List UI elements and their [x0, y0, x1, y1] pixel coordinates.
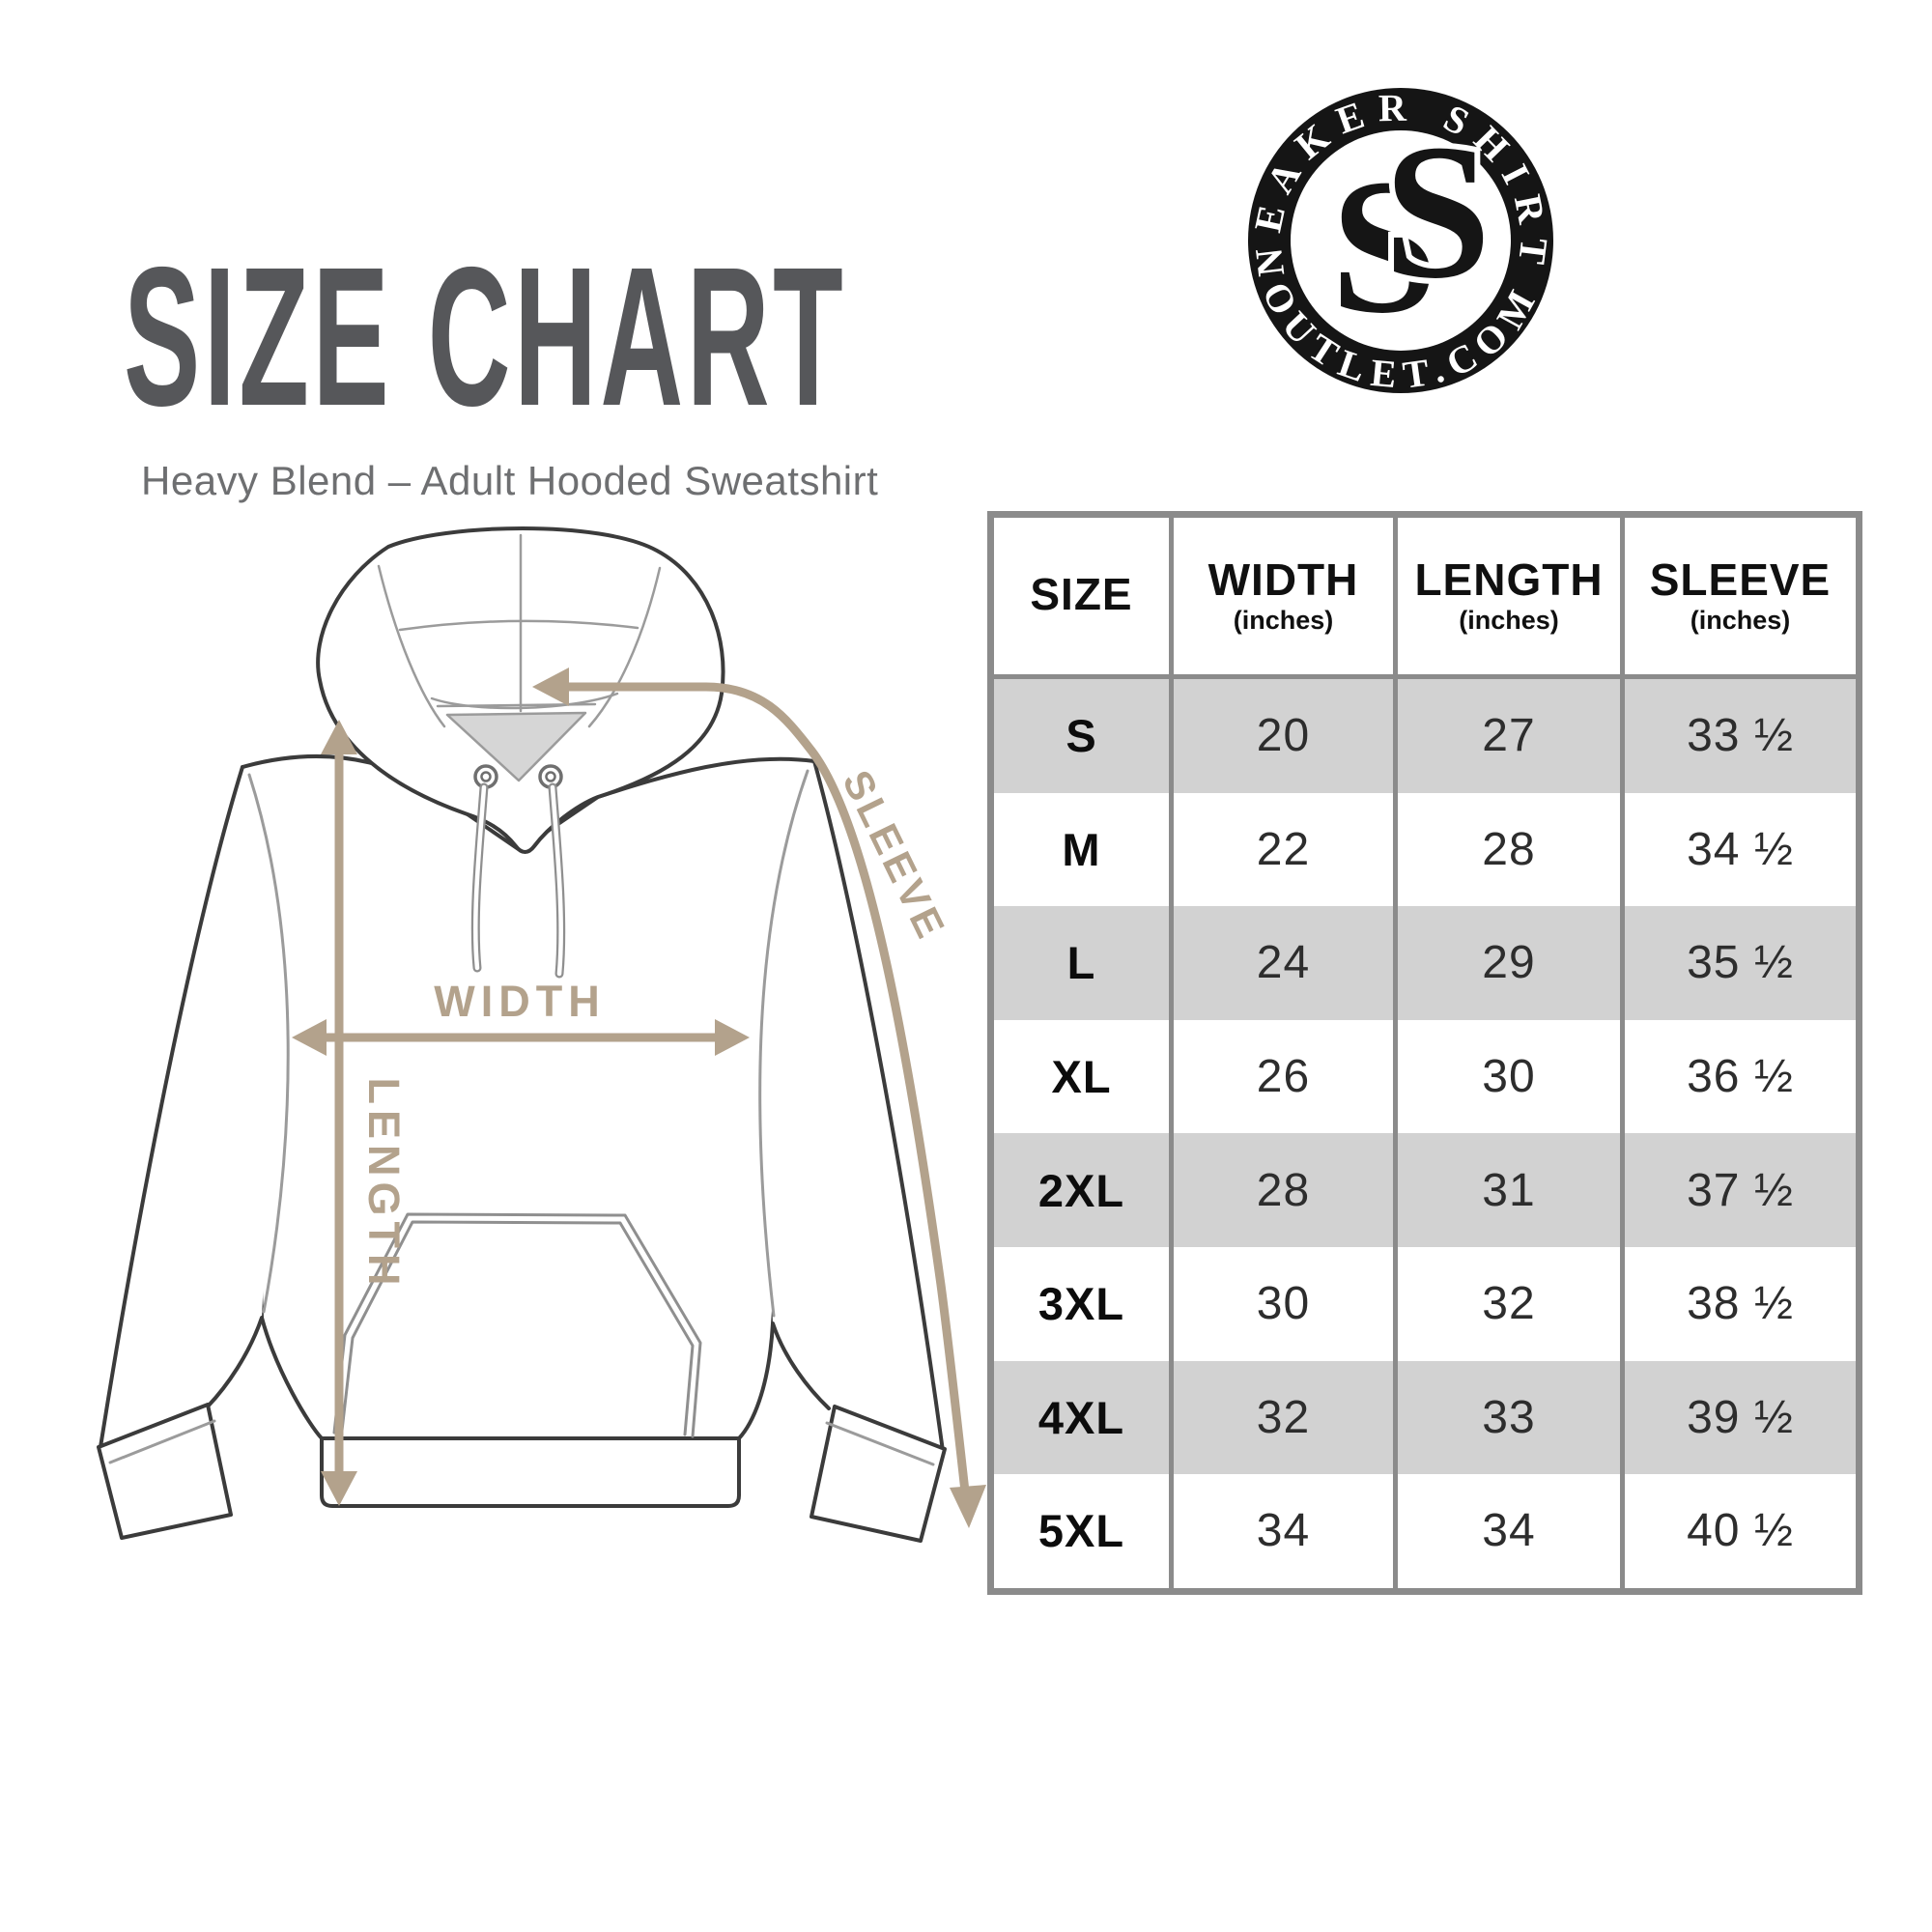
cell-size: S	[994, 679, 1174, 793]
cell-width: 22	[1174, 792, 1398, 907]
cell-sleeve: 40 ½	[1625, 1474, 1856, 1588]
cell-length: 28	[1398, 792, 1625, 907]
brand-logo: SNEAKER SHIRTS OUTLET.COM S S	[1245, 86, 1553, 397]
cell-size: 4XL	[994, 1360, 1174, 1475]
cell-size: L	[994, 906, 1174, 1020]
hem-band	[320, 1436, 741, 1508]
svg-text:S: S	[1330, 140, 1437, 354]
left-armhole-seam	[247, 773, 290, 1314]
hoodie-measurement-diagram: WIDTH LENGTH SLEEVE	[97, 526, 986, 1543]
cell-width: 28	[1174, 1133, 1398, 1247]
right-cuff-seam	[825, 1421, 935, 1466]
cell-sleeve: 36 ½	[1625, 1019, 1856, 1134]
cell-length: 34	[1398, 1474, 1625, 1588]
right-sleeve-inner-edge	[771, 1321, 831, 1410]
cell-length: 33	[1398, 1360, 1625, 1475]
cell-width: 34	[1174, 1474, 1398, 1588]
cell-sleeve: 34 ½	[1625, 792, 1856, 907]
header-size: SIZE	[994, 518, 1174, 679]
cell-width: 32	[1174, 1360, 1398, 1475]
cell-sleeve: 33 ½	[1625, 679, 1856, 793]
cell-length: 29	[1398, 906, 1625, 1020]
drawstrings	[470, 782, 566, 979]
cell-width: 26	[1174, 1019, 1398, 1134]
cell-sleeve: 35 ½	[1625, 906, 1856, 1020]
logo-inner-circle	[1291, 130, 1511, 351]
hoodie-body-outline	[241, 754, 816, 1440]
left-cuff-seam	[108, 1419, 216, 1464]
size-table: SIZE WIDTH (inches) LENGTH (inches) SLEE…	[987, 511, 1862, 1595]
product-subtitle: Heavy Blend – Adult Hooded Sweatshirt	[141, 458, 879, 503]
header-sleeve: SLEEVE (inches)	[1625, 518, 1856, 679]
cell-length: 31	[1398, 1133, 1625, 1247]
right-sleeve-outer-edge	[812, 759, 945, 1453]
width-arrow	[292, 1019, 750, 1056]
cell-size: 3XL	[994, 1246, 1174, 1361]
drawstring-eyelets	[473, 764, 563, 789]
svg-text:S: S	[1383, 105, 1491, 319]
cell-width: 24	[1174, 906, 1398, 1020]
pocket-inner-line	[340, 1220, 695, 1436]
cell-size: XL	[994, 1019, 1174, 1134]
width-label: WIDTH	[434, 977, 605, 1026]
left-cuff	[97, 1403, 233, 1540]
left-sleeve	[100, 767, 269, 1447]
cell-size: 5XL	[994, 1474, 1174, 1588]
cell-length: 32	[1398, 1246, 1625, 1361]
cell-sleeve: 37 ½	[1625, 1133, 1856, 1247]
cell-length: 30	[1398, 1019, 1625, 1134]
ss-monogram-icon: S S	[1330, 99, 1496, 354]
length-arrow	[321, 720, 357, 1506]
right-cuff	[810, 1405, 947, 1543]
cell-size: 2XL	[994, 1133, 1174, 1247]
cell-size: M	[994, 792, 1174, 907]
left-sleeve-outer-edge	[99, 765, 244, 1449]
cell-length: 27	[1398, 679, 1625, 793]
right-sleeve	[768, 761, 943, 1451]
header-length: LENGTH (inches)	[1398, 518, 1625, 679]
page-title: SIZE CHART	[124, 226, 847, 447]
cell-width: 20	[1174, 679, 1398, 793]
sleeve-arrow	[532, 668, 986, 1528]
right-armhole-seam	[758, 769, 810, 1318]
neck-insert-triangle	[445, 711, 587, 782]
cell-width: 30	[1174, 1246, 1398, 1361]
left-sleeve-inner-edge	[206, 1316, 264, 1408]
cell-sleeve: 38 ½	[1625, 1246, 1856, 1361]
cell-sleeve: 39 ½	[1625, 1360, 1856, 1475]
header-width: WIDTH (inches)	[1174, 518, 1398, 679]
length-label: LENGTH	[359, 1078, 409, 1292]
